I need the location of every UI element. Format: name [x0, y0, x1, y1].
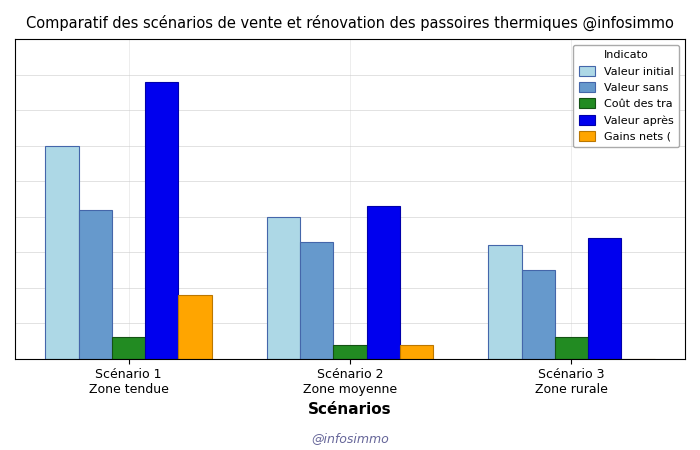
- Bar: [333, 345, 367, 359]
- Bar: [267, 216, 300, 359]
- Bar: [588, 238, 622, 359]
- Bar: [112, 338, 145, 359]
- Title: Comparatif des scénarios de vente et rénovation des passoires thermiques @infosi: Comparatif des scénarios de vente et rén…: [26, 15, 674, 31]
- Bar: [300, 242, 333, 359]
- Bar: [367, 206, 400, 359]
- X-axis label: Scénarios: Scénarios: [308, 402, 392, 417]
- Bar: [400, 345, 433, 359]
- Bar: [522, 270, 555, 359]
- Bar: [46, 146, 78, 359]
- Bar: [555, 338, 588, 359]
- Legend: Valeur initial, Valeur sans , Coût des tra, Valeur après, Gains nets (: Valeur initial, Valeur sans , Coût des t…: [573, 45, 680, 148]
- Bar: [489, 245, 522, 359]
- Text: @infosimmo: @infosimmo: [311, 432, 389, 446]
- Bar: [78, 210, 112, 359]
- Bar: [178, 295, 211, 359]
- Bar: [145, 82, 178, 359]
